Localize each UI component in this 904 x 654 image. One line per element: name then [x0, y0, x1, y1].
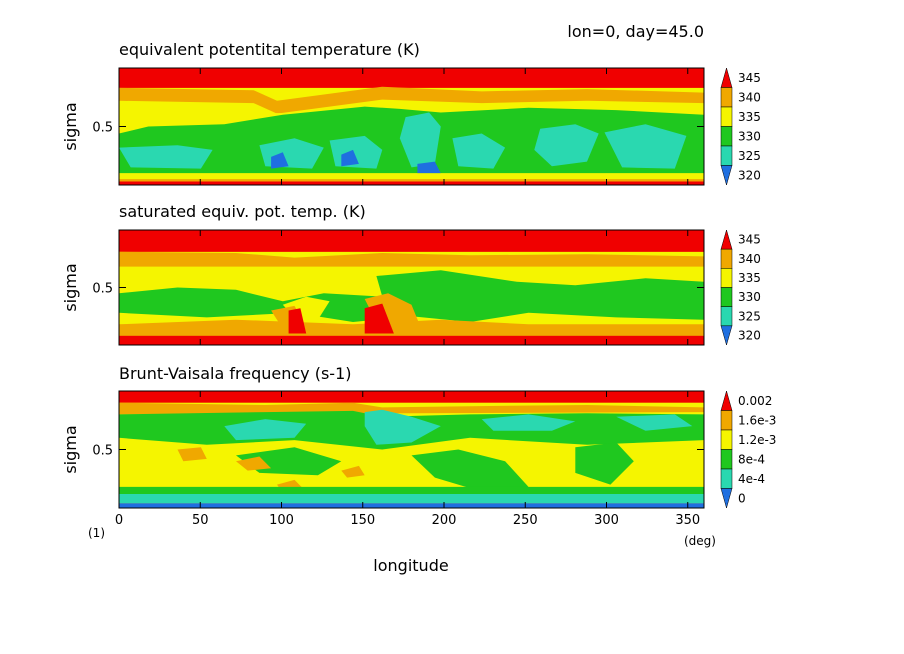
- colorbar-cell: [720, 325, 733, 346]
- contour-region: [411, 449, 529, 492]
- y-axis-label: sigma: [61, 263, 80, 311]
- contour-region: [119, 270, 704, 322]
- colorbar-cell: [720, 165, 733, 186]
- contour-region: [575, 442, 634, 485]
- contour-region: [288, 308, 307, 334]
- colorbar-label: 0.002: [738, 394, 772, 408]
- contour-region: [119, 402, 704, 415]
- colorbar-cell: [720, 287, 733, 307]
- x-tick-label: 50: [192, 513, 209, 528]
- colorbar-label: 330: [738, 129, 761, 143]
- colorbar-cell: [720, 229, 733, 250]
- contour-region: [534, 124, 599, 167]
- colorbar-label: 335: [738, 110, 761, 124]
- colorbar-cell: [720, 145, 733, 166]
- colorbar-label: 345: [738, 71, 761, 85]
- x-tick-label: 350: [675, 513, 700, 528]
- chart-panel-1: equivalent potentital temperature (K) sig…: [61, 40, 761, 186]
- colorbar-cell: [720, 306, 733, 327]
- contour-region: [224, 419, 307, 441]
- x-axis-unit: (deg): [684, 534, 716, 548]
- contour-region: [364, 409, 441, 445]
- colorbar-cell: [720, 429, 733, 450]
- y-tick-label: 0.5: [92, 444, 113, 459]
- colorbar-label: 8e-4: [738, 452, 765, 466]
- contour-region: [177, 447, 207, 462]
- chart-panel-3: Brunt-Vaisala frequency (s-1) sigma 0.5 0 50…: [61, 364, 776, 528]
- y-axis-label: sigma: [61, 102, 80, 150]
- colorbar-cell: [720, 268, 733, 288]
- colorbar-label: 325: [738, 309, 761, 323]
- colorbar-label: 1.6e-3: [738, 413, 776, 427]
- panel-title: saturated equiv. pot. temp. (K): [119, 202, 366, 221]
- top-band: [119, 391, 704, 403]
- x-tick-label: 100: [269, 513, 294, 528]
- colorbar-label: 320: [738, 328, 761, 342]
- contour-region: [364, 303, 394, 334]
- contour-region: [119, 335, 704, 345]
- colorbar-cell: [720, 449, 733, 470]
- x-axis-label: longitude: [373, 556, 448, 575]
- x-tick-label: 300: [594, 513, 619, 528]
- panel-title: Brunt-Vaisala frequency (s-1): [119, 364, 351, 383]
- contour-region: [341, 149, 359, 167]
- figure-number: (1): [88, 526, 105, 540]
- colorbar-label: 340: [738, 90, 761, 104]
- top-band: [119, 68, 704, 88]
- x-tick-label: 150: [350, 513, 375, 528]
- y-tick-label: 0.5: [92, 121, 113, 136]
- y-axis-label: sigma: [61, 425, 80, 473]
- panel-title: equivalent potentital temperature (K): [119, 40, 420, 59]
- colorbar-label: 340: [738, 252, 761, 266]
- colorbar-label: 1.2e-3: [738, 433, 776, 447]
- colorbar-label: 325: [738, 149, 761, 163]
- colorbar-label: 320: [738, 168, 761, 182]
- colorbar-cell: [720, 468, 733, 489]
- colorbar-label: 330: [738, 290, 761, 304]
- colorbar-cell: [720, 410, 733, 431]
- colorbar-cell: [720, 67, 733, 88]
- contour-region: [399, 112, 441, 168]
- contour-region: [341, 465, 365, 478]
- colorbar-cell: [720, 248, 733, 269]
- contour-region: [119, 181, 704, 185]
- x-tick-label: 200: [432, 513, 457, 528]
- colorbar-label: 0: [738, 491, 746, 505]
- top-band: [119, 230, 704, 252]
- figure-header: lon=0, day=45.0: [567, 22, 704, 41]
- y-tick-label: 0.5: [92, 282, 113, 297]
- colorbar-label: 345: [738, 233, 761, 247]
- x-tick-label: 0: [115, 513, 123, 528]
- colorbar-cell: [720, 488, 733, 509]
- contour-region: [119, 503, 704, 508]
- contour-region: [119, 179, 704, 182]
- contour-region: [119, 494, 704, 504]
- contour-region: [604, 124, 687, 169]
- colorbar-cell: [720, 390, 733, 411]
- contour-region: [119, 251, 704, 267]
- panels: equivalent potentital temperature (K) sig…: [61, 40, 776, 528]
- contour-region: [119, 173, 704, 180]
- contour-region: [481, 414, 576, 431]
- contour-region: [236, 456, 272, 471]
- contour-region: [119, 145, 213, 169]
- colorbar-label: 335: [738, 271, 761, 285]
- colorbar-cell: [720, 87, 733, 108]
- contour-region: [119, 486, 704, 497]
- colorbar-cell: [720, 126, 733, 147]
- x-tick-label: 250: [513, 513, 538, 528]
- chart-panel-2: saturated equiv. pot. temp. (K) sigma 0.5 3…: [61, 202, 761, 346]
- contour-region: [417, 161, 441, 174]
- contour-region: [616, 414, 693, 431]
- contour-region: [452, 133, 506, 169]
- colorbar-label: 4e-4: [738, 472, 765, 486]
- contour-region: [271, 152, 289, 169]
- colorbar-cell: [720, 106, 733, 127]
